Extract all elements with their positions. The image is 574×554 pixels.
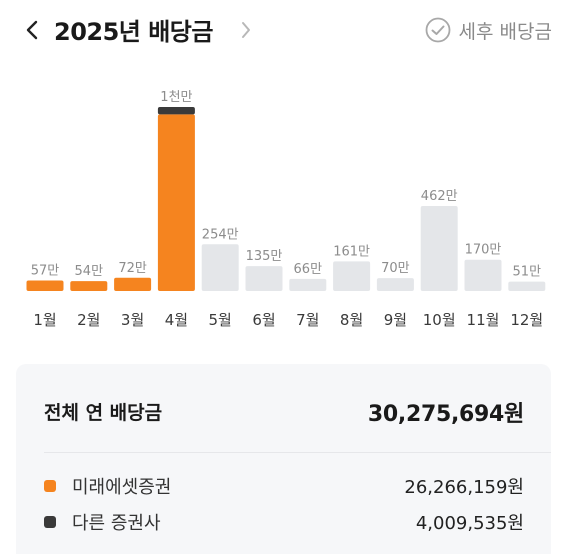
legend-swatch-orange (44, 480, 56, 492)
month-label-3: 3월 (121, 311, 144, 329)
total-row: 전체 연 배당금 30,275,694원 (16, 364, 551, 454)
month-label-7: 7월 (296, 311, 319, 329)
broker-name: 미래에셋증권 (72, 477, 172, 498)
after-tax-label: 세후 배당금 (458, 20, 552, 43)
value-label-2: 54만 (75, 264, 104, 279)
broker-amount: 4,009,535원 (415, 513, 524, 534)
bar-forecast-12 (508, 281, 546, 291)
broker-name: 다른 증권사 (72, 513, 161, 534)
month-label-5: 5월 (209, 311, 232, 329)
month-label-10: 10월 (423, 311, 456, 329)
legend-swatch-dark (44, 516, 56, 528)
check-circle-icon (425, 17, 450, 43)
broker-row-other: 다른 증권사 4,009,535원 (44, 507, 524, 537)
value-label-10: 462만 (421, 189, 458, 204)
monthly-dividend-chart: 57만 1월 54만 2월 72만 3월 1천만 4월 254만 5월 135만 6월 66만 7월 161… (0, 62, 574, 342)
next-year-button[interactable] (232, 14, 260, 46)
bar-forecast-5 (201, 244, 239, 291)
dividend-summary-card: 전체 연 배당금 30,275,694원 미래에셋증권 26,266,159원 … (16, 364, 551, 554)
value-label-4: 1천만 (160, 90, 192, 105)
bar-forecast-7 (289, 278, 327, 291)
month-label-12: 12월 (510, 311, 543, 329)
bar-mirae-4 (157, 114, 195, 291)
after-tax-toggle[interactable]: 세후 배당금 (425, 14, 552, 46)
bar-forecast-9 (376, 278, 414, 291)
total-value: 30,275,694원 (367, 402, 524, 427)
value-label-7: 66만 (294, 262, 323, 277)
value-label-8: 161만 (333, 244, 370, 259)
value-label-3: 72만 (118, 261, 147, 276)
bar-other-4 (157, 107, 195, 115)
chevron-right-icon (242, 22, 250, 38)
month-label-8: 8월 (340, 311, 363, 329)
value-label-9: 70만 (381, 261, 410, 276)
month-label-4: 4월 (165, 311, 188, 329)
bar-mirae-1 (26, 280, 64, 291)
month-label-9: 9월 (384, 311, 407, 329)
bar-mirae-2 (70, 281, 108, 291)
bar-forecast-11 (464, 259, 502, 291)
bar-forecast-8 (333, 261, 371, 291)
bar-chart: 57만 1월 54만 2월 72만 3월 1천만 4월 254만 5월 135만 6월 66만 7월 161… (26, 90, 546, 329)
page-title: 2025년 배당금 (54, 18, 213, 46)
page-header: 2025년 배당금 세후 배당금 (0, 0, 574, 62)
broker-amount: 26,266,159원 (404, 477, 524, 498)
bar-forecast-10 (420, 205, 458, 291)
month-label-2: 2월 (77, 311, 100, 329)
month-label-1: 1월 (33, 311, 56, 329)
bar-mirae-3 (114, 277, 152, 291)
value-label-6: 135만 (246, 249, 283, 264)
chevron-left-icon (26, 20, 38, 40)
value-label-11: 170만 (465, 243, 502, 258)
broker-row-mirae: 미래에셋증권 26,266,159원 (44, 471, 524, 501)
value-label-12: 51만 (513, 265, 542, 280)
bar-forecast-6 (245, 266, 283, 291)
month-label-6: 6월 (252, 311, 275, 329)
month-label-11: 11월 (467, 311, 500, 329)
back-button[interactable] (18, 14, 46, 46)
divider (44, 452, 551, 453)
value-label-1: 57만 (31, 264, 60, 279)
value-label-5: 254만 (202, 227, 239, 242)
total-label: 전체 연 배당금 (44, 402, 163, 424)
